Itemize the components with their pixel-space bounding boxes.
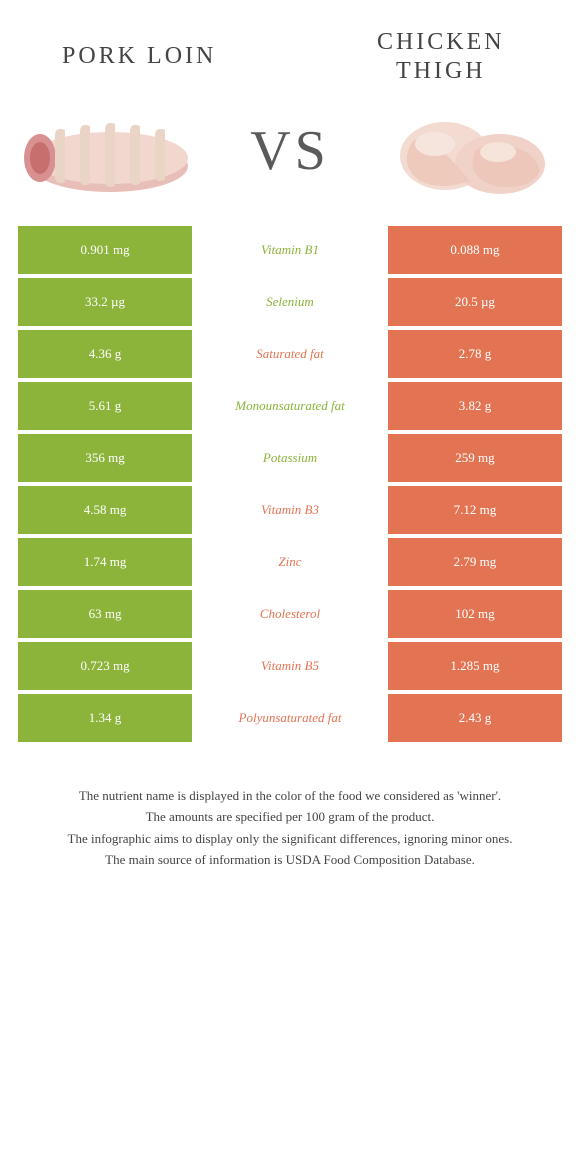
nutrient-name: Vitamin B5 (192, 642, 388, 690)
left-value: 5.61 g (18, 382, 192, 430)
right-value: 2.43 g (388, 694, 562, 742)
left-value: 1.74 mg (18, 538, 192, 586)
right-value: 20.5 µg (388, 278, 562, 326)
table-row: 0.723 mgVitamin B51.285 mg (18, 642, 562, 690)
nutrient-name: Vitamin B1 (192, 226, 388, 274)
left-value: 356 mg (18, 434, 192, 482)
table-row: 1.74 mgZinc2.79 mg (18, 538, 562, 586)
nutrient-name: Selenium (192, 278, 388, 326)
table-row: 5.61 gMonounsaturated fat3.82 g (18, 382, 562, 430)
nutrient-name: Zinc (192, 538, 388, 586)
table-row: 33.2 µgSelenium20.5 µg (18, 278, 562, 326)
left-food-title: Pork loin (30, 42, 248, 71)
nutrient-name: Saturated fat (192, 330, 388, 378)
footer-notes: The nutrient name is displayed in the co… (0, 746, 580, 902)
nutrient-name: Vitamin B3 (192, 486, 388, 534)
footer-line: The nutrient name is displayed in the co… (40, 786, 540, 806)
table-row: 1.34 gPolyunsaturated fat2.43 g (18, 694, 562, 742)
right-value: 0.088 mg (388, 226, 562, 274)
pork-loin-image (20, 96, 200, 206)
table-row: 4.36 gSaturated fat2.78 g (18, 330, 562, 378)
right-value: 2.79 mg (388, 538, 562, 586)
header: Pork loin Chicken thigh (0, 0, 580, 96)
left-value: 33.2 µg (18, 278, 192, 326)
right-food-title: Chicken thigh (332, 28, 550, 86)
table-row: 4.58 mgVitamin B37.12 mg (18, 486, 562, 534)
table-row: 0.901 mgVitamin B10.088 mg (18, 226, 562, 274)
right-value: 7.12 mg (388, 486, 562, 534)
left-value: 4.58 mg (18, 486, 192, 534)
chicken-thigh-image (380, 96, 560, 206)
footer-line: The main source of information is USDA F… (40, 850, 540, 870)
right-value: 1.285 mg (388, 642, 562, 690)
left-value: 4.36 g (18, 330, 192, 378)
right-value: 102 mg (388, 590, 562, 638)
nutrient-name: Polyunsaturated fat (192, 694, 388, 742)
image-row: VS (0, 96, 580, 226)
nutrient-name: Cholesterol (192, 590, 388, 638)
left-value: 1.34 g (18, 694, 192, 742)
right-value: 259 mg (388, 434, 562, 482)
nutrient-name: Potassium (192, 434, 388, 482)
footer-line: The infographic aims to display only the… (40, 829, 540, 849)
vs-label: VS (250, 119, 330, 183)
right-value: 3.82 g (388, 382, 562, 430)
left-value: 63 mg (18, 590, 192, 638)
table-row: 356 mgPotassium259 mg (18, 434, 562, 482)
right-value: 2.78 g (388, 330, 562, 378)
table-row: 63 mgCholesterol102 mg (18, 590, 562, 638)
nutrient-name: Monounsaturated fat (192, 382, 388, 430)
left-value: 0.723 mg (18, 642, 192, 690)
nutrient-table: 0.901 mgVitamin B10.088 mg33.2 µgSeleniu… (0, 226, 580, 742)
footer-line: The amounts are specified per 100 gram o… (40, 807, 540, 827)
left-value: 0.901 mg (18, 226, 192, 274)
